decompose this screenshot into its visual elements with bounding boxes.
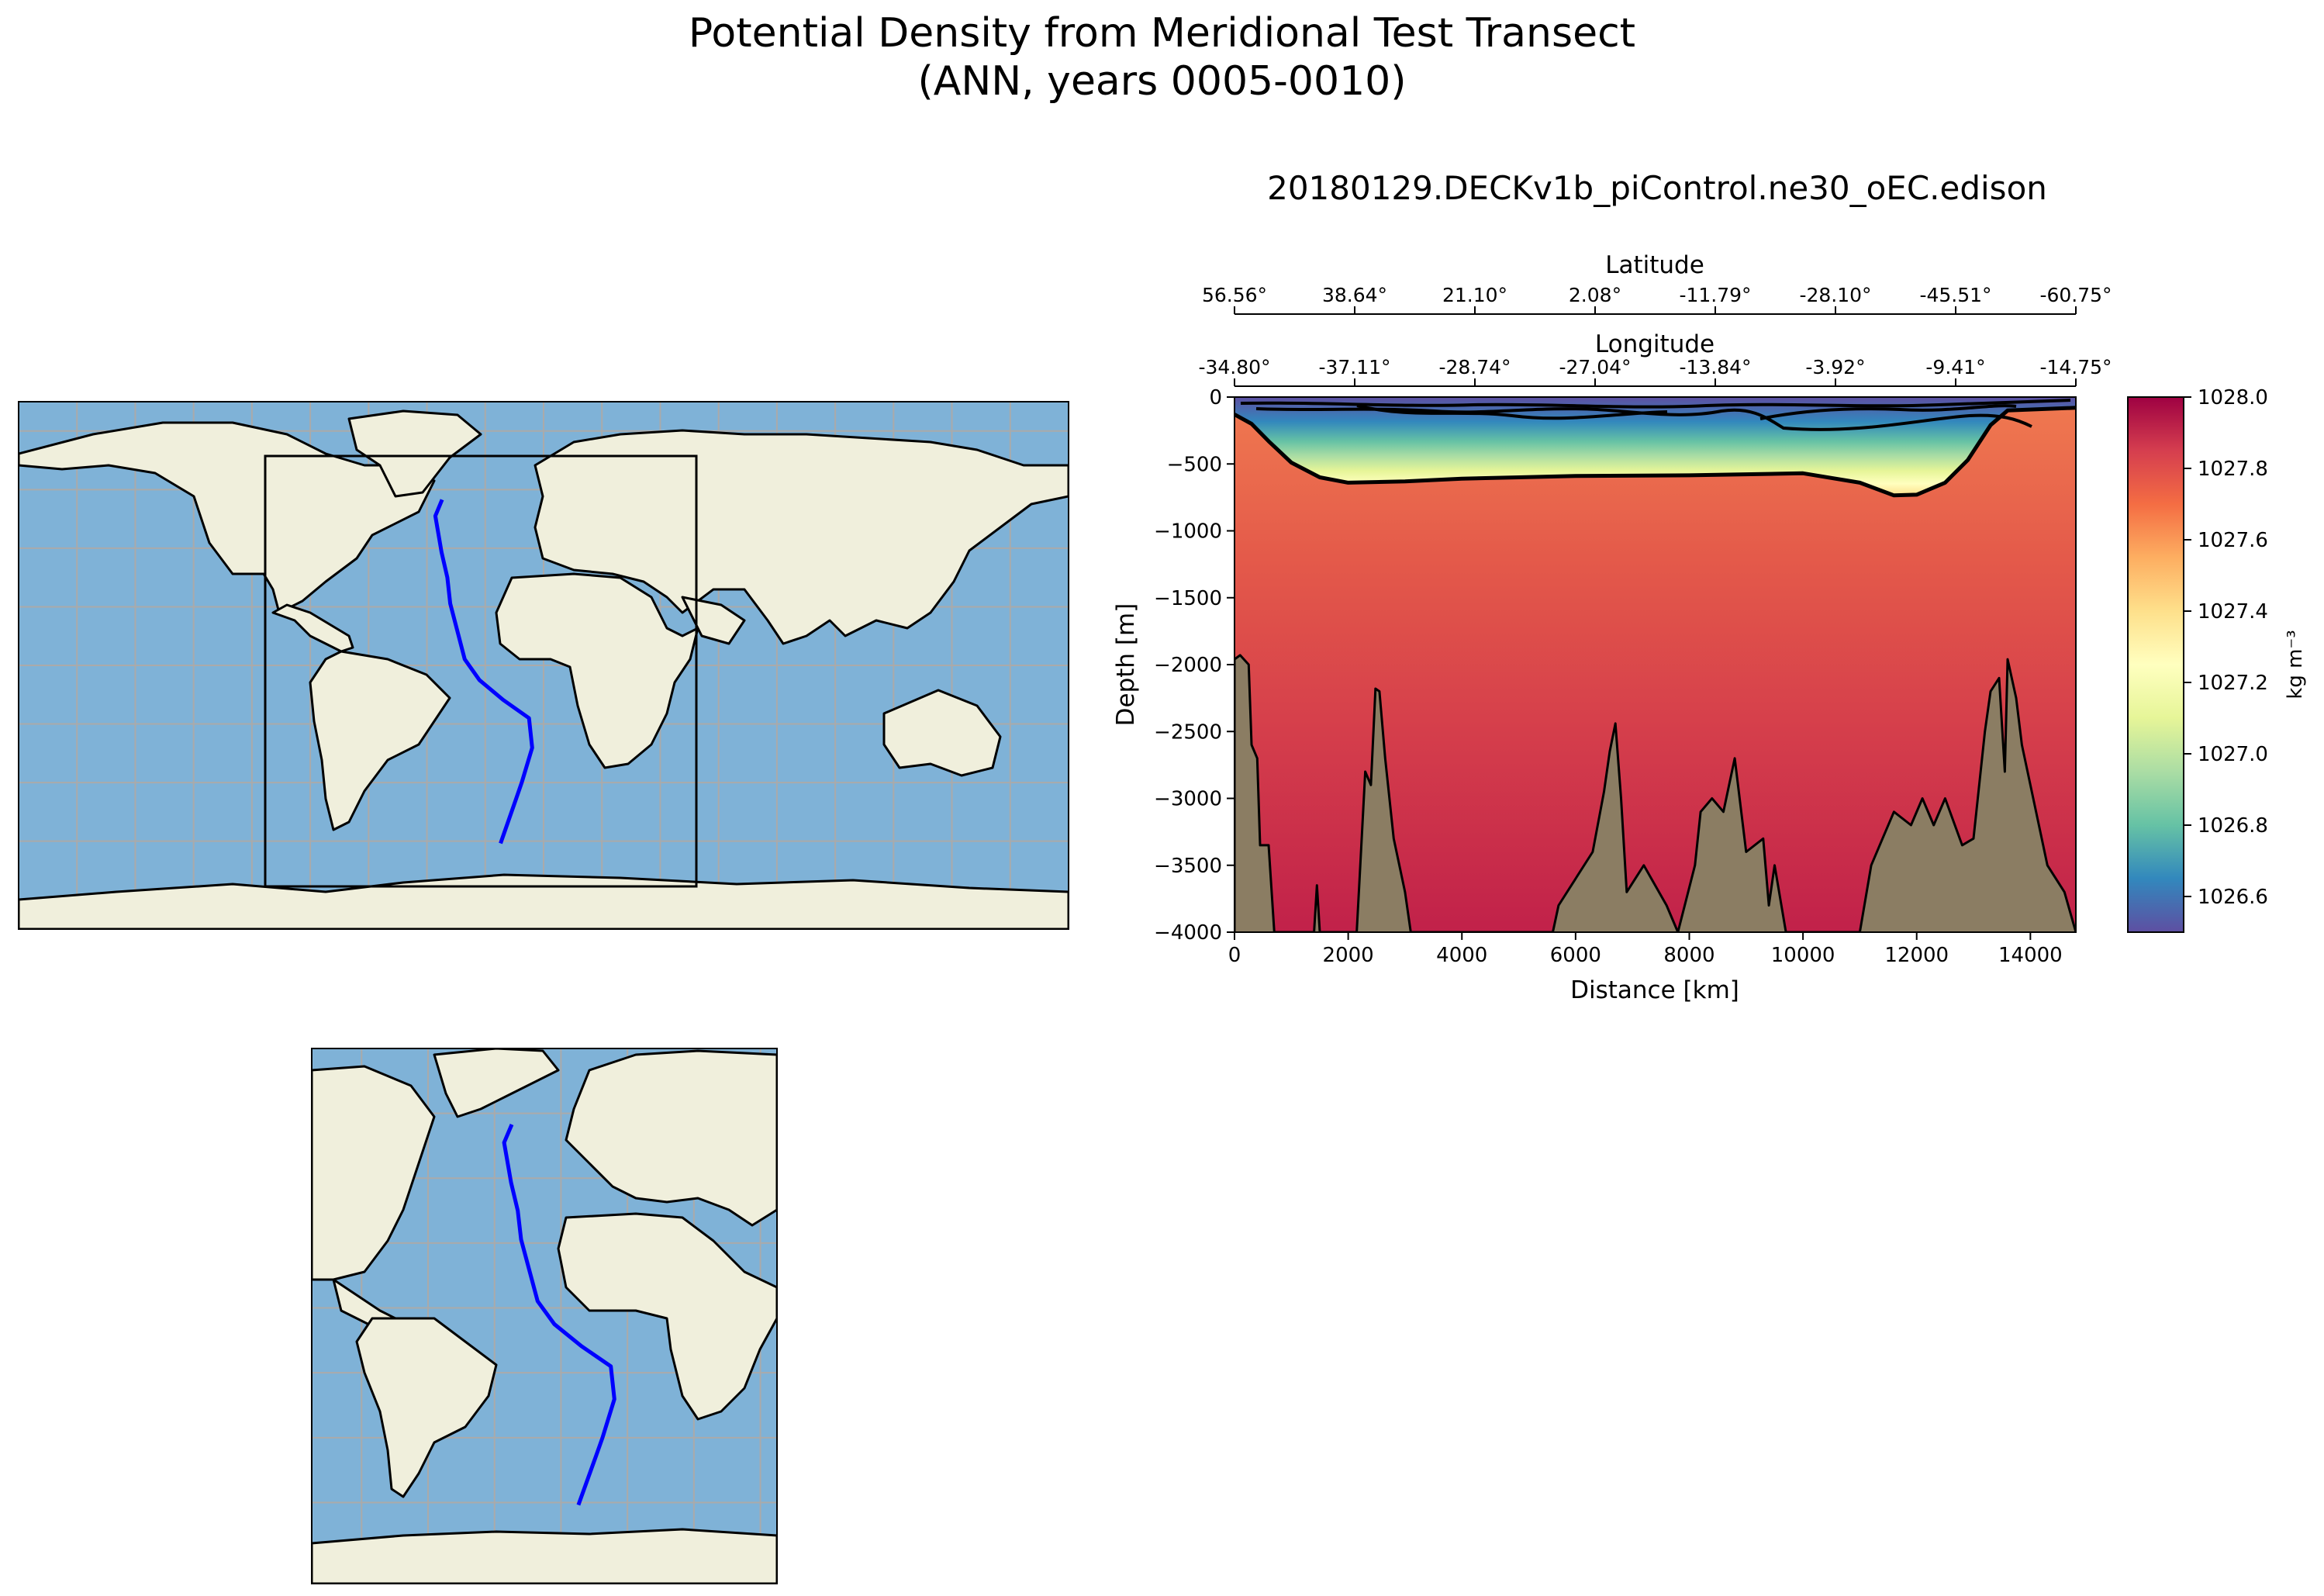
longitude-axis: -34.80° -37.11° -28.74° -27.04° -13.84° -3.92… [1198,356,2112,386]
top-tick-label: -45.51° [1919,284,1991,306]
top-tick-label: -60.75° [2039,284,2112,306]
arabia [681,596,746,645]
colorbar-tick-label: 1026.6 [2198,886,2268,909]
top-tick-label: -28.10° [1799,284,1871,306]
north-america [19,421,436,614]
figure-subtitle: (ANN, years 0005-0010) [917,58,1407,105]
shallow-contours [1240,399,2071,431]
colorbar-tick-label: 1027.6 [2198,529,2268,552]
top-tick-label: -9.41° [1925,356,1985,378]
top-tick-label: 2.08° [1569,284,1621,306]
antarctica [19,873,1069,929]
top-tick-label: -14.75° [2039,356,2112,378]
map-frame [18,401,1069,930]
top-tick-label: -3.92° [1805,356,1865,378]
colorbar-ticks: 1028.0 1027.8 1027.6 1027.4 1027.2 1027.0 1026… [2184,386,2268,909]
y-axis: 0 −500 −1000 −1500 −2000 −2500 −3000 −3500 −4000 [1154,386,1235,945]
longitude-axis-label: Longitude [1595,330,1715,358]
x-tick-label: 2000 [1323,944,1374,967]
australia [882,689,1002,777]
figure-title: Potential Density from Meridional Test T… [688,10,1636,57]
y-tick-label: −4000 [1154,921,1222,945]
top-tick-label: 38.64° [1322,284,1387,306]
south-america [355,1317,498,1498]
x-tick-label: 6000 [1550,944,1601,967]
latitude-axis-label: Latitude [1605,251,1704,279]
x-tick-label: 14000 [1998,944,2063,967]
greenland [347,409,482,498]
top-tick-label: -28.74° [1438,356,1511,378]
x-tick-label: 4000 [1436,944,1487,967]
y-tick-label: −2500 [1154,720,1222,744]
colorbar-tick-label: 1026.8 [2198,814,2268,838]
x-tick-label: 8000 [1663,944,1715,967]
top-tick-label: 56.56° [1202,284,1267,306]
region-box [264,454,698,888]
y-tick-label: −2000 [1154,654,1222,677]
bathymetry [1235,654,2076,932]
eurasia [534,429,1069,645]
colorbar-tick-label: 1027.2 [2198,672,2268,695]
central-america [271,603,354,653]
section-panel-title: 20180129.DECKv1b_piControl.ne30_oEC.edis… [1267,169,2047,207]
top-tick-label: -11.79° [1679,284,1751,306]
south-america [309,650,451,831]
colorbar-tick-label: 1027.0 [2198,743,2268,766]
antarctica [312,1528,777,1584]
x-tick-label: 0 [1228,944,1241,967]
global-map [18,401,1069,930]
colorbar-gradient [2127,396,2184,933]
colorbar-tick-label: 1027.8 [2198,458,2268,481]
isopycnal-contour [1235,406,2076,498]
y-tick-label: −1500 [1154,587,1222,610]
colorbar: 1028.0 1027.8 1027.6 1027.4 1027.2 1027.0 1026… [2127,386,2307,933]
top-tick-label: 21.10° [1442,284,1507,306]
land-masses [19,409,1069,929]
map-frame [311,1048,778,1584]
top-tick-label: -34.80° [1198,356,1270,378]
y-tick-label: −3500 [1154,855,1222,878]
transect-section-plot: 0 2000 4000 6000 8000 10000 12000 14000 0 −500 −1… [1112,251,2112,1004]
x-axis: 0 2000 4000 6000 8000 10000 12000 14000 [1228,932,2063,967]
africa [557,1212,777,1421]
x-tick-label: 10000 [1771,944,1835,967]
colorbar-tick-label: 1028.0 [2198,386,2268,409]
y-tick-label: 0 [1209,386,1222,409]
regional-map [311,1048,778,1584]
y-tick-label: −1000 [1154,520,1222,544]
y-tick-label: −3000 [1154,788,1222,811]
x-axis-label: Distance [km] [1570,976,1739,1004]
north-america [312,1065,436,1281]
light-water-layer [1235,397,2076,496]
top-tick-label: -37.11° [1318,356,1390,378]
africa [495,572,699,769]
y-tick-label: −500 [1167,453,1222,476]
top-tick-label: -27.04° [1559,356,1631,378]
land-masses [312,1048,777,1584]
y-axis-label: Depth [m] [1112,603,1140,727]
top-tick-label: -13.84° [1679,356,1751,378]
x-tick-label: 12000 [1884,944,1949,967]
transect-line [433,499,534,845]
latitude-axis: 56.56° 38.64° 21.10° 2.08° -11.79° -28.10° -45… [1202,284,2112,314]
transect-line [502,1124,616,1506]
colorbar-label: kg m⁻³ [2284,630,2307,699]
eurasia [565,1049,777,1227]
colorbar-tick-label: 1027.4 [2198,600,2268,624]
